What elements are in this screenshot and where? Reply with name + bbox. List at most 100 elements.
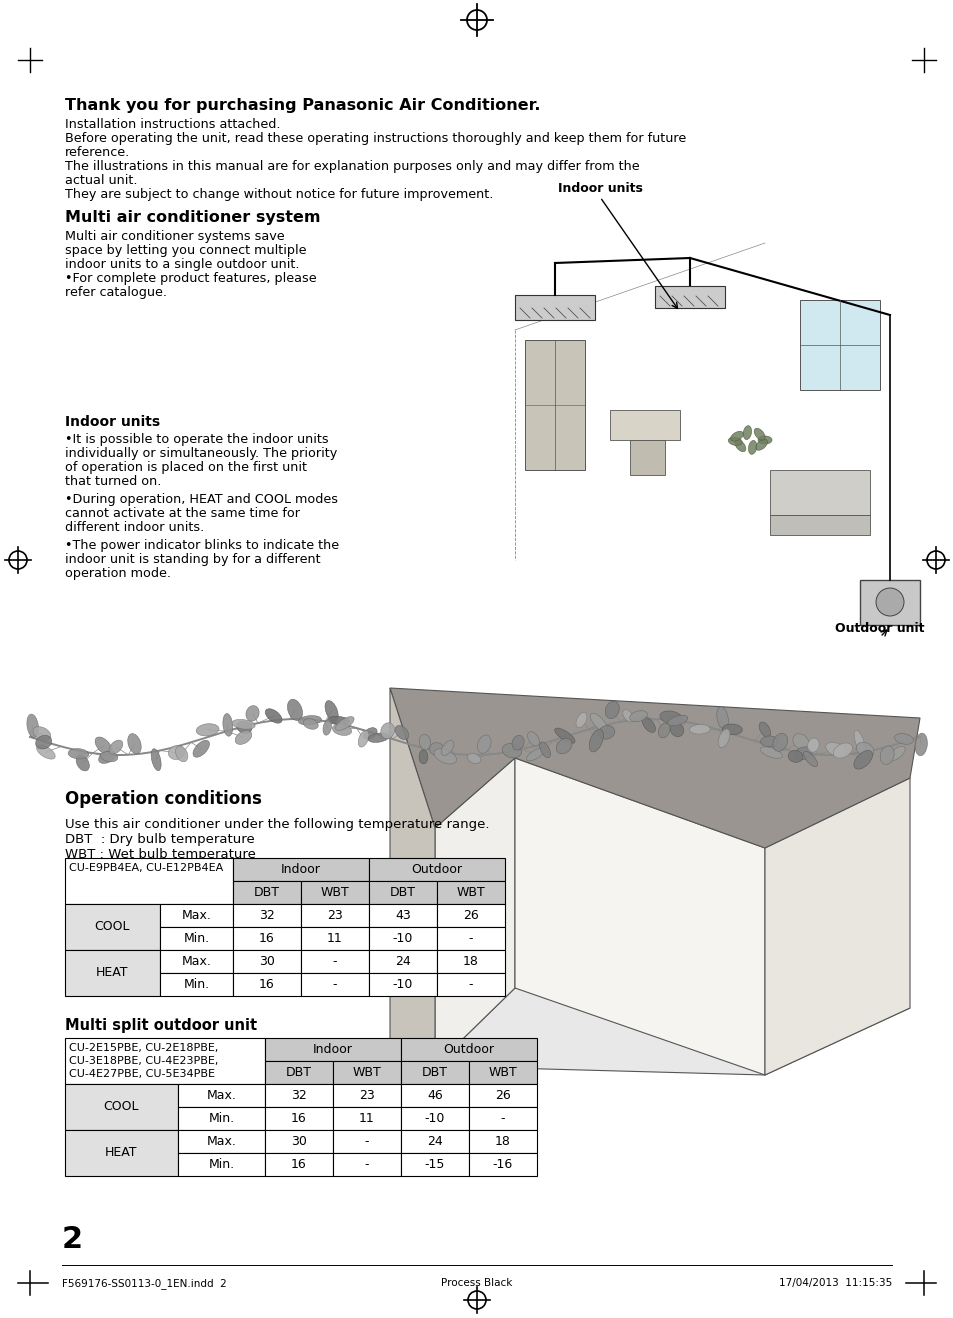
Bar (436, 950, 504, 973)
Ellipse shape (33, 726, 51, 741)
Bar (436, 880, 504, 904)
Text: -15: -15 (424, 1159, 445, 1170)
Text: Indoor: Indoor (281, 863, 320, 876)
Text: Before operating the unit, read these operating instructions thoroughly and keep: Before operating the unit, read these op… (65, 132, 685, 145)
Ellipse shape (589, 729, 603, 751)
Bar (655, 286, 724, 308)
Polygon shape (515, 758, 764, 1075)
Text: -: - (500, 1112, 505, 1126)
Ellipse shape (476, 735, 491, 754)
Ellipse shape (641, 717, 655, 733)
Ellipse shape (629, 710, 647, 722)
Text: 23: 23 (327, 909, 342, 923)
Text: space by letting you connect multiple: space by letting you connect multiple (65, 244, 306, 257)
Bar (609, 410, 679, 440)
Text: Thank you for purchasing Panasonic Air Conditioner.: Thank you for purchasing Panasonic Air C… (65, 98, 540, 113)
Ellipse shape (689, 725, 709, 734)
Ellipse shape (196, 724, 219, 735)
Text: 11: 11 (358, 1112, 375, 1126)
Ellipse shape (759, 722, 770, 737)
Ellipse shape (742, 426, 751, 439)
Bar (233, 880, 301, 904)
Bar (859, 580, 919, 625)
Ellipse shape (760, 735, 778, 747)
Bar (233, 973, 301, 996)
Ellipse shape (667, 716, 687, 726)
Text: that turned on.: that turned on. (65, 474, 161, 488)
Ellipse shape (128, 734, 141, 754)
Text: different indoor units.: different indoor units. (65, 521, 204, 534)
Bar (400, 1153, 469, 1176)
Bar (524, 340, 584, 471)
Bar (178, 1083, 265, 1107)
Bar (65, 858, 233, 904)
Ellipse shape (716, 706, 728, 729)
Ellipse shape (467, 754, 480, 763)
Bar (301, 927, 369, 950)
Bar (178, 1153, 265, 1176)
Text: •For complete product features, please: •For complete product features, please (65, 272, 316, 285)
Ellipse shape (323, 720, 332, 735)
Bar (301, 904, 369, 927)
Ellipse shape (246, 705, 259, 721)
Text: 16: 16 (291, 1159, 307, 1170)
Bar (436, 904, 504, 927)
Text: 16: 16 (259, 932, 274, 945)
Bar (178, 1130, 265, 1153)
Ellipse shape (755, 439, 766, 451)
Text: 30: 30 (259, 956, 274, 967)
Text: 11: 11 (327, 932, 342, 945)
Text: Min.: Min. (208, 1112, 234, 1126)
Polygon shape (390, 688, 919, 847)
Text: 32: 32 (291, 1089, 307, 1102)
Bar (400, 1107, 469, 1130)
Ellipse shape (622, 709, 633, 722)
Bar (469, 1153, 537, 1176)
Bar (469, 1130, 537, 1153)
Ellipse shape (335, 717, 354, 730)
Text: Outdoor: Outdoor (443, 1043, 494, 1056)
Bar (369, 973, 436, 996)
Bar (333, 1107, 400, 1130)
Text: CU-4E27PBE, CU-5E34PBE: CU-4E27PBE, CU-5E34PBE (69, 1069, 214, 1079)
Text: 26: 26 (462, 909, 478, 923)
Text: 26: 26 (495, 1089, 511, 1102)
Bar (233, 950, 301, 973)
Ellipse shape (526, 747, 544, 760)
Ellipse shape (894, 734, 913, 745)
Ellipse shape (576, 713, 586, 728)
Bar (0, 681, 953, 772)
Text: 2: 2 (62, 1224, 83, 1253)
Text: individually or simultaneously. The priority: individually or simultaneously. The prio… (65, 447, 337, 460)
Ellipse shape (363, 728, 376, 739)
Text: cannot activate at the same time for: cannot activate at the same time for (65, 507, 299, 521)
Ellipse shape (914, 733, 926, 755)
Text: 16: 16 (259, 978, 274, 991)
Text: 46: 46 (427, 1089, 442, 1102)
Text: Min.: Min. (183, 932, 210, 945)
Bar (436, 927, 504, 950)
Text: Outdoor: Outdoor (411, 863, 462, 876)
Ellipse shape (327, 717, 349, 725)
Bar (333, 1130, 400, 1153)
Text: CU-2E15PBE, CU-2E18PBE,: CU-2E15PBE, CU-2E18PBE, (69, 1043, 218, 1053)
Text: 16: 16 (291, 1112, 307, 1126)
Ellipse shape (95, 737, 112, 755)
Ellipse shape (501, 743, 521, 758)
Bar (65, 950, 160, 996)
Text: operation mode.: operation mode. (65, 567, 171, 580)
Ellipse shape (168, 746, 184, 759)
Ellipse shape (856, 742, 873, 758)
Ellipse shape (512, 735, 523, 750)
Bar (400, 1130, 469, 1153)
Bar (65, 1039, 265, 1083)
Text: WBT : Wet bulb temperature: WBT : Wet bulb temperature (65, 847, 255, 861)
Ellipse shape (35, 735, 51, 749)
Polygon shape (764, 778, 909, 1075)
Text: Multi split outdoor unit: Multi split outdoor unit (65, 1017, 257, 1033)
Text: -: - (333, 956, 337, 967)
Bar (160, 927, 233, 950)
Text: 24: 24 (395, 956, 411, 967)
Text: 18: 18 (495, 1135, 511, 1148)
Text: indoor unit is standing by for a different: indoor unit is standing by for a differe… (65, 554, 320, 565)
